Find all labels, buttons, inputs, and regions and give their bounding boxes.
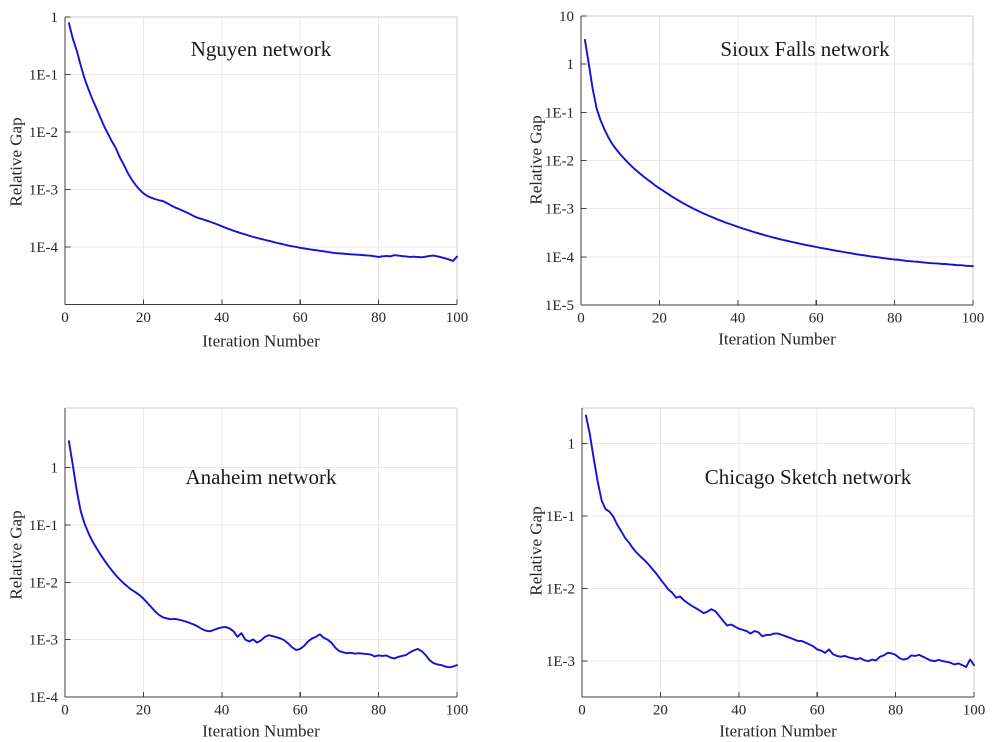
y-tick-label: 1E-3 [545,202,574,218]
y-tick-label: 1E-3 [29,633,58,649]
chart-title-anaheim: Anaheim network [185,465,337,489]
x-tick-label: 40 [731,703,746,719]
y-axis-label-nguyen: Relative Gap [6,117,26,207]
x-tick-label: 100 [446,310,469,326]
x-tick-label: 60 [293,310,308,326]
tick-marks [64,16,458,305]
x-axis-label-nguyen: Iteration Number [202,331,320,351]
x-tick-label: 0 [577,311,585,327]
y-tick-label: 1E-5 [545,298,574,314]
tick-labels: 0 20 40 60 80 100 1 1E-1 1E-2 1E-3 [546,437,985,719]
x-tick-label: 0 [578,703,586,719]
y-tick-label: 1E-1 [29,518,58,534]
x-tick-label: 40 [214,703,229,719]
y-axis-label-chicago-sketch: Relative Gap [526,506,546,596]
x-axis-label-anaheim: Iteration Number [202,721,320,741]
x-tick-label: 40 [730,311,745,327]
y-tick-label: 1 [51,461,59,477]
y-tick-label: 1E-2 [29,575,58,591]
chart-1: 0 20 40 60 80 100 10 1 1E-1 1E-2 1E-3 1E-4 1E-5 [545,9,984,327]
y-tick-label: 1E-1 [546,509,575,525]
gridlines [582,408,975,697]
y-tick-label: 1E-2 [546,582,575,598]
x-tick-label: 0 [61,703,69,719]
tick-marks [64,467,458,698]
x-tick-label: 20 [136,703,151,719]
x-tick-label: 20 [136,310,151,326]
y-tick-label: 1E-3 [546,654,575,670]
x-tick-label: 80 [371,703,386,719]
convergence-curve [67,440,458,669]
x-tick-label: 40 [214,310,229,326]
x-tick-label: 20 [653,703,668,719]
y-tick-label: 1 [51,10,59,26]
convergence-curve [584,414,975,668]
y-axis-label-sioux-falls: Relative Gap [526,115,546,205]
tick-marks [581,443,975,697]
axes [581,408,974,698]
y-tick-label: 1E-4 [29,240,59,256]
plot-box-border [65,407,458,697]
x-tick-label: 80 [887,311,902,327]
x-tick-label: 0 [61,310,69,326]
convergence-curve [67,22,458,262]
y-tick-label: 1E-1 [545,105,574,121]
y-tick-label: 1E-4 [29,690,59,706]
y-tick-label: 1 [567,57,575,73]
convergence-curve [583,38,974,268]
chart-title-nguyen: Nguyen network [190,37,332,61]
chart-3: 0 20 40 60 80 100 1 1E-1 1E-2 1E-3 [546,407,985,719]
y-tick-label: 1 [568,437,576,453]
plot-box-border [581,15,974,305]
x-tick-label: 60 [810,703,825,719]
axes [64,17,457,306]
x-axis-label-sioux-falls: Iteration Number [718,329,836,349]
y-tick-label: 1E-2 [29,125,58,141]
x-tick-label: 100 [963,703,986,719]
y-tick-label: 1E-3 [29,183,58,199]
x-tick-label: 20 [652,311,667,327]
plot-box-border [582,407,975,697]
x-axis-label-chicago-sketch: Iteration Number [719,721,837,741]
axes [64,408,457,698]
tick-labels: 0 20 40 60 80 100 1 1E-1 1E-2 1E-3 1E-4 [29,10,468,326]
gridlines [65,408,458,697]
y-tick-label: 1E-1 [29,68,58,84]
chart-title-chicago-sketch: Chicago Sketch network [704,465,912,489]
tick-labels: 0 20 40 60 80 100 1 1E-1 1E-2 1E-3 1E-4 [29,461,468,719]
x-tick-label: 80 [371,310,386,326]
y-tick-label: 1E-2 [545,154,574,170]
chart-0: 0 20 40 60 80 100 1 1E-1 1E-2 1E-3 1E-4 [29,10,468,326]
x-tick-label: 100 [446,703,469,719]
x-tick-label: 80 [888,703,903,719]
x-tick-label: 60 [293,703,308,719]
x-tick-label: 60 [809,311,824,327]
y-tick-label: 10 [559,9,574,25]
x-tick-label: 100 [962,311,985,327]
chart-2: 0 20 40 60 80 100 1 1E-1 1E-2 1E-3 1E-4 [29,407,468,719]
y-tick-label: 1E-4 [545,250,575,266]
chart-title-sioux-falls: Sioux Falls network [720,37,890,61]
tick-labels: 0 20 40 60 80 100 10 1 1E-1 1E-2 1E-3 1E-4 1E-5 [545,9,984,327]
tick-marks [580,15,974,306]
y-axis-label-anaheim: Relative Gap [6,510,26,600]
